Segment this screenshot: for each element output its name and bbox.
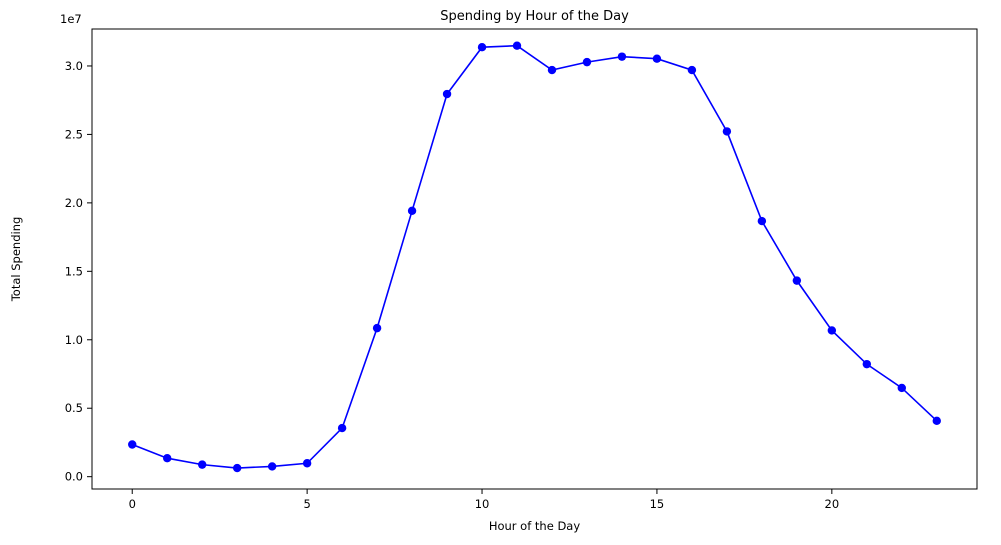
data-point: [477, 43, 487, 52]
y-tick-label: 2.0: [65, 196, 83, 210]
x-tick-label: 10: [475, 497, 490, 511]
data-point: [757, 216, 767, 226]
y-tick-label: 0.0: [65, 470, 83, 484]
y-axis-offset-label: 1e7: [60, 12, 82, 26]
data-point: [582, 57, 592, 67]
x-axis-label: Hour of the Day: [489, 519, 581, 533]
data-point: [267, 462, 277, 471]
data-point: [617, 52, 627, 61]
data-point: [163, 453, 172, 463]
data-point: [932, 416, 941, 426]
data-point: [372, 323, 382, 333]
y-tick-label: 0.5: [65, 401, 83, 415]
x-tick-label: 20: [825, 497, 840, 511]
data-point: [232, 463, 242, 473]
y-tick-label: 1.5: [65, 264, 83, 278]
data-point: [407, 206, 417, 216]
data-point: [442, 89, 452, 99]
data-point: [827, 326, 837, 335]
y-tick-label: 1.0: [65, 333, 83, 347]
y-axis-label: Total Spending: [9, 217, 23, 303]
x-tick-label: 0: [129, 497, 136, 511]
x-tick-label: 15: [650, 497, 665, 511]
data-point: [302, 459, 312, 468]
data-point: [897, 383, 906, 393]
data-point: [862, 359, 872, 369]
data-point: [792, 276, 802, 285]
data-point: [128, 440, 137, 449]
x-tick-label: 5: [303, 497, 310, 511]
data-point: [197, 460, 207, 469]
data-point: [337, 423, 347, 433]
data-point: [652, 54, 662, 63]
plot-frame: [91, 28, 978, 490]
data-point: [512, 41, 522, 50]
series-line: [131, 44, 938, 469]
data-point: [722, 127, 732, 136]
y-tick-label: 2.5: [65, 127, 83, 141]
y-axis-ticks: 0.0 0.5 1.0 1.5 2.0 2.5 3.0: [65, 59, 92, 484]
series-layer: [128, 41, 941, 473]
data-point: [687, 65, 697, 75]
y-tick-label: 3.0: [65, 59, 83, 73]
chart-title: Spending by Hour of the Day: [440, 9, 629, 24]
x-axis-ticks: 0 5 10 15 20: [129, 489, 840, 511]
data-point: [547, 65, 557, 75]
